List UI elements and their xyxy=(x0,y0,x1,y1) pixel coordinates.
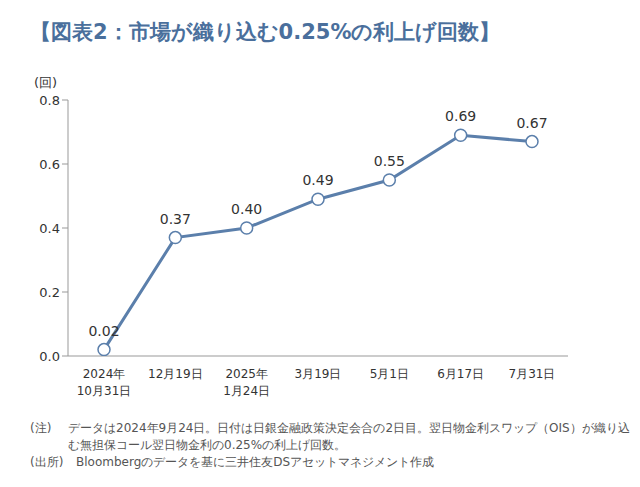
svg-text:0.37: 0.37 xyxy=(160,211,191,227)
svg-text:7月31日: 7月31日 xyxy=(509,367,556,381)
html-text:(注): (注) xyxy=(30,421,52,435)
svg-text:0.67: 0.67 xyxy=(516,115,547,131)
svg-text:10月31日: 10月31日 xyxy=(77,384,132,398)
svg-text:0.6: 0.6 xyxy=(39,157,60,172)
svg-text:0.2: 0.2 xyxy=(39,285,60,300)
html-text:Bloombergのデータを基に三井住友DSアセットマネジメ: Bloombergのデータを基に三井住友DSアセットマネジメント作成 xyxy=(76,455,435,469)
html-text:(回): (回) xyxy=(34,75,58,90)
svg-text:0.49: 0.49 xyxy=(302,172,333,188)
svg-text:6月17日: 6月17日 xyxy=(437,367,484,381)
svg-text:1月24日: 1月24日 xyxy=(223,384,270,398)
svg-text:3月19日: 3月19日 xyxy=(295,367,342,381)
svg-text:0.02: 0.02 xyxy=(88,323,119,339)
svg-text:5月1日: 5月1日 xyxy=(370,367,409,381)
html-text:データは2024年9月24日。日付は日銀金融政策決定会合の2: データは2024年9月24日。日付は日銀金融政策決定会合の2日目。翌日物金利スワ… xyxy=(68,421,630,452)
svg-text:0.0: 0.0 xyxy=(39,349,60,364)
svg-text:0.69: 0.69 xyxy=(445,108,476,124)
svg-text:0.55: 0.55 xyxy=(374,153,405,169)
svg-text:2024年: 2024年 xyxy=(83,367,126,381)
html-text:【図表2：市場が織り込む0.25%の利上げ回数】: 【図表2：市場が織り込む0.25%の利上げ回数】 xyxy=(30,20,501,44)
svg-text:0.4: 0.4 xyxy=(39,221,60,236)
svg-text:12月19日: 12月19日 xyxy=(148,367,203,381)
html-text:(出所): (出所) xyxy=(30,455,64,469)
svg-text:0.40: 0.40 xyxy=(231,201,262,217)
svg-text:0.8: 0.8 xyxy=(39,93,60,108)
svg-text:2025年: 2025年 xyxy=(225,367,268,381)
